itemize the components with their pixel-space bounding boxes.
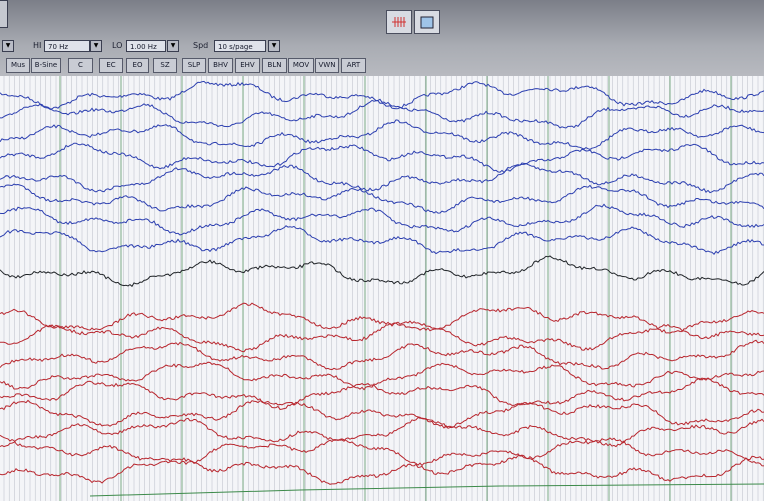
view-icon[interactable] — [386, 10, 412, 34]
dropdown-arrow[interactable]: ▼ — [268, 40, 280, 52]
dropdown-arrow[interactable]: ▼ — [167, 40, 179, 52]
event-button[interactable]: C — [68, 58, 93, 73]
event-button[interactable]: Mus — [6, 58, 30, 73]
icon-glyph — [387, 11, 411, 33]
event-button[interactable]: EC — [99, 58, 123, 73]
dropdown-arrow[interactable]: ▼ — [90, 40, 102, 52]
filter-label: LO — [112, 41, 122, 50]
event-button[interactable]: BLN — [262, 58, 287, 73]
event-button[interactable]: EO — [126, 58, 149, 73]
truncated-control[interactable] — [0, 0, 8, 28]
filter-label: Spd — [193, 41, 208, 50]
icon-lines — [392, 17, 406, 27]
filter-select[interactable]: 70 Hz — [44, 40, 90, 52]
trace-background — [0, 76, 764, 501]
filter-select[interactable]: 1.00 Hz — [126, 40, 166, 52]
icon-box — [421, 17, 433, 28]
icon-glyph — [415, 11, 439, 33]
event-button[interactable]: SLP — [182, 58, 206, 73]
filter-select[interactable]: 10 s/page — [214, 40, 266, 52]
eeg-traces — [0, 76, 764, 501]
montage-icon[interactable] — [414, 10, 440, 34]
event-button[interactable]: ART — [341, 58, 366, 73]
event-button[interactable]: BHV — [208, 58, 233, 73]
event-button[interactable]: B-Sine — [31, 58, 61, 73]
dropdown-arrow[interactable]: ▼ — [2, 40, 14, 52]
filter-label: HI — [33, 41, 41, 50]
event-button[interactable]: EHV — [235, 58, 260, 73]
event-button[interactable]: MOV — [288, 58, 314, 73]
event-button[interactable]: VWN — [315, 58, 339, 73]
event-button[interactable]: SZ — [153, 58, 177, 73]
eeg-screen: HI70 Hz▼LO1.00 Hz▼Spd10 s/page▼▼ MusB-Si… — [0, 0, 764, 501]
